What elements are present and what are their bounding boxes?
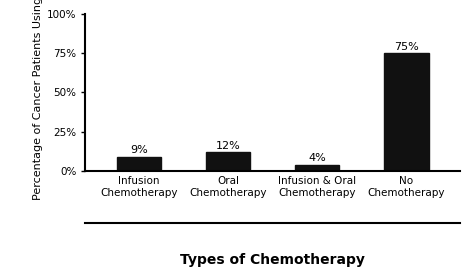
Y-axis label: Percentage of Cancer Patients Using It: Percentage of Cancer Patients Using It xyxy=(33,0,43,200)
Text: 12%: 12% xyxy=(216,141,240,151)
Bar xyxy=(206,152,250,171)
Text: 9%: 9% xyxy=(130,145,148,155)
Bar xyxy=(295,165,339,171)
Text: 75%: 75% xyxy=(394,42,419,52)
Text: Types of Chemotherapy: Types of Chemotherapy xyxy=(180,253,365,267)
Text: 4%: 4% xyxy=(308,153,326,163)
Bar xyxy=(117,157,161,171)
Bar xyxy=(384,53,428,171)
